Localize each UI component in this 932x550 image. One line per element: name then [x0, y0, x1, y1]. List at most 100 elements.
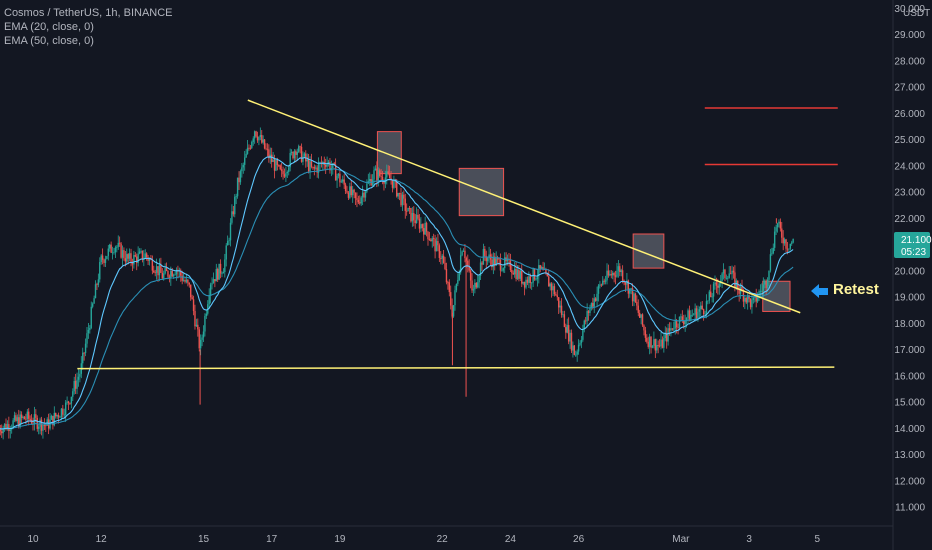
candle-body: [297, 146, 300, 152]
candle-body: [90, 306, 92, 328]
candle-body: [452, 305, 455, 317]
candle-body: [545, 269, 547, 274]
ema50-legend[interactable]: EMA (50, close, 0): [4, 35, 94, 47]
candle-body: [717, 285, 719, 288]
candle-body: [86, 333, 88, 344]
chart-legend: Cosmos / TetherUS, 1h, BINANCE EMA (20, …: [4, 6, 173, 48]
candle-body: [577, 344, 580, 352]
candle-body: [461, 251, 463, 256]
arrow-left-icon: [811, 284, 828, 298]
candle-body: [316, 167, 318, 173]
candle-body: [373, 170, 375, 180]
candle-body: [309, 161, 311, 172]
time-axis[interactable]: 10 12 15 17 19 22 24 26 Mar 3 5: [27, 534, 820, 545]
candle-body: [272, 159, 274, 162]
candle-body: [232, 211, 235, 215]
candle-body: [289, 153, 291, 168]
candle-body: [40, 419, 43, 431]
candle-body: [366, 183, 368, 192]
candle-body: [438, 245, 441, 258]
candle-body: [253, 131, 256, 139]
candle-body: [6, 424, 9, 430]
candle-body: [268, 149, 270, 159]
candle-body: [388, 173, 391, 179]
candle-body: [445, 268, 448, 283]
candle-body: [310, 161, 313, 167]
candle-body: [374, 168, 377, 171]
candle-body: [570, 332, 573, 351]
candle-body: [478, 275, 480, 283]
candle-body: [103, 259, 105, 263]
candle-body: [62, 408, 64, 415]
candle-body: [271, 154, 273, 162]
candle-body: [312, 166, 314, 168]
candle-body: [205, 313, 208, 316]
candle-body: [26, 411, 29, 420]
candle-body: [485, 256, 487, 262]
candle-body: [359, 202, 361, 204]
candle-body: [502, 268, 504, 271]
candle-body: [280, 169, 283, 171]
candle-body: [221, 273, 223, 275]
candle-body: [779, 221, 782, 229]
candle-body: [53, 412, 56, 426]
candle-body: [756, 297, 759, 302]
candle-body: [462, 250, 465, 252]
candle-body: [644, 330, 647, 338]
candle-body: [697, 311, 699, 320]
candle-body: [118, 242, 121, 244]
candle-body: [408, 207, 411, 209]
ema20-legend[interactable]: EMA (20, close, 0): [4, 21, 94, 33]
candle-body: [624, 282, 627, 285]
highlight-box: [458, 167, 505, 217]
time-tick-label: 10: [27, 534, 39, 545]
candle-body: [299, 146, 301, 148]
candle-body: [100, 255, 102, 263]
candle-body: [542, 267, 544, 270]
candle-body: [575, 354, 577, 356]
candle-body: [567, 325, 570, 342]
candle-body: [670, 328, 672, 331]
last-price-countdown: 05:23: [901, 247, 926, 258]
candle-body: [29, 418, 31, 420]
candle-body: [549, 283, 551, 287]
candle-body: [180, 270, 182, 276]
candle-body: [282, 170, 284, 175]
candle-body: [657, 345, 659, 346]
candle-body: [171, 270, 173, 277]
candle-body: [637, 305, 639, 313]
symbol-title[interactable]: Cosmos / TetherUS, 1h, BINANCE: [4, 7, 173, 19]
candle-body: [94, 284, 97, 299]
candle-body: [636, 301, 638, 306]
candle-body: [59, 417, 61, 418]
candle-body: [769, 254, 772, 271]
candle-body: [334, 164, 337, 181]
time-tick-label: 3: [746, 534, 752, 545]
candle-body: [504, 257, 506, 269]
price-tick-label: 27.000: [894, 83, 925, 94]
candle-body: [339, 173, 341, 183]
candle-body: [346, 191, 348, 193]
candle-body: [214, 279, 216, 282]
candle-body: [290, 151, 293, 154]
candle-body: [430, 239, 432, 242]
candle-body: [590, 303, 593, 308]
candle-body: [168, 276, 171, 279]
candle-body: [528, 276, 530, 283]
candle-body: [396, 180, 398, 197]
candle-body: [327, 161, 330, 164]
candle-body: [471, 280, 473, 291]
candle-body: [354, 192, 357, 199]
candle-body: [39, 419, 41, 427]
candle-body: [140, 250, 142, 252]
candle-body: [428, 239, 431, 241]
candle-body: [539, 265, 541, 269]
candle-body: [238, 177, 240, 183]
candle-body: [536, 276, 539, 279]
candle-body: [89, 327, 91, 330]
candle-body: [332, 163, 334, 169]
candle-body: [67, 401, 70, 404]
candle-body: [494, 256, 496, 266]
candle-body: [468, 266, 470, 271]
